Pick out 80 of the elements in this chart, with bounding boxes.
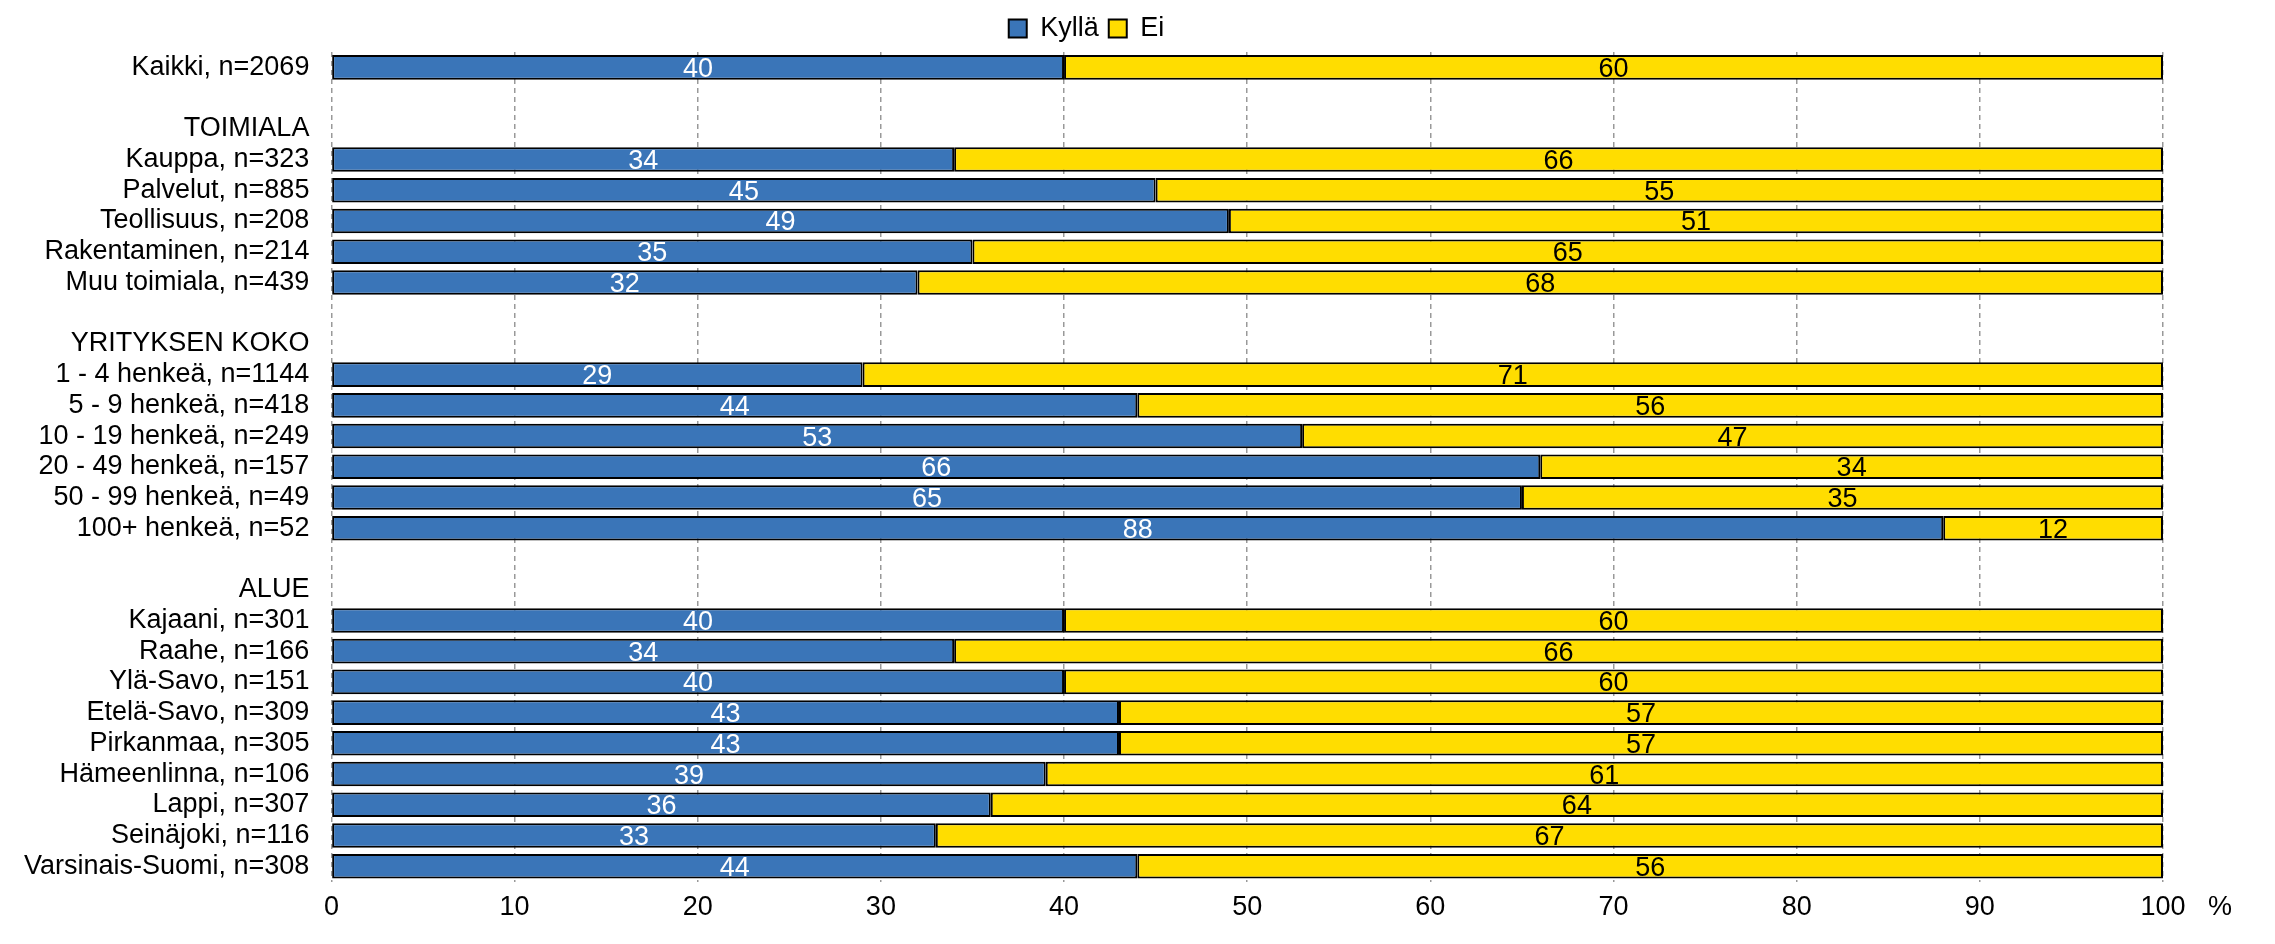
data-label: 60 bbox=[1598, 667, 1629, 698]
y-tick-label: 100+ henkeä, n=52 bbox=[76, 511, 310, 542]
data-label: 56 bbox=[1635, 851, 1666, 882]
y-tick-label: 5 - 9 henkeä, n=418 bbox=[68, 388, 310, 419]
x-tick-label: 20 bbox=[682, 891, 713, 922]
data-label: 53 bbox=[802, 421, 833, 452]
data-label: 65 bbox=[912, 482, 943, 513]
legend-label: Kyllä bbox=[1040, 11, 1100, 42]
data-label: 64 bbox=[1561, 790, 1592, 821]
y-tick-label: ALUE bbox=[238, 573, 310, 604]
data-label: 60 bbox=[1598, 52, 1629, 83]
y-tick-label: Lappi, n=307 bbox=[152, 788, 310, 819]
data-label: 39 bbox=[673, 759, 704, 790]
data-label: 43 bbox=[710, 728, 741, 759]
legend-label: Ei bbox=[1140, 11, 1165, 42]
data-label: 33 bbox=[618, 820, 650, 851]
x-tick-label: 30 bbox=[865, 891, 896, 922]
data-label: 47 bbox=[1717, 421, 1748, 452]
x-tick-label: 100 bbox=[2140, 891, 2186, 922]
x-tick-label: 90 bbox=[1964, 891, 1995, 922]
x-axis-title: % bbox=[2208, 891, 2233, 922]
data-label: 34 bbox=[1836, 452, 1867, 483]
data-label: 40 bbox=[683, 605, 714, 636]
data-label: 12 bbox=[2038, 513, 2069, 544]
y-tick-label: Ylä-Savo, n=151 bbox=[109, 665, 310, 696]
y-tick-label: Raahe, n=166 bbox=[138, 634, 310, 665]
data-label: 66 bbox=[1543, 636, 1574, 667]
y-tick-label: YRITYKSEN KOKO bbox=[70, 327, 310, 358]
data-label: 49 bbox=[765, 206, 796, 237]
data-label: 71 bbox=[1497, 360, 1528, 391]
data-label: 67 bbox=[1534, 820, 1565, 851]
y-tick-label: Hämeenlinna, n=106 bbox=[59, 757, 310, 788]
data-label: 51 bbox=[1680, 206, 1711, 237]
data-label: 34 bbox=[628, 144, 659, 175]
y-tick-label: Muu toimiala, n=439 bbox=[65, 265, 310, 296]
x-tick-label: 70 bbox=[1598, 891, 1629, 922]
x-tick-label: 50 bbox=[1232, 891, 1263, 922]
y-tick-label: Kaikki, n=2069 bbox=[131, 50, 310, 81]
y-tick-label: Palvelut, n=885 bbox=[122, 173, 310, 204]
y-tick-label: Etelä-Savo, n=309 bbox=[86, 696, 310, 727]
data-label: 43 bbox=[710, 698, 741, 729]
y-tick-label: 20 - 49 henkeä, n=157 bbox=[38, 450, 310, 481]
y-tick-label: Varsinais-Suomi, n=308 bbox=[23, 849, 310, 880]
y-tick-label: Kajaani, n=301 bbox=[128, 603, 310, 634]
data-label: 66 bbox=[921, 452, 952, 483]
data-label: 45 bbox=[728, 175, 759, 206]
x-tick-label: 10 bbox=[499, 891, 530, 922]
y-tick-label: Teollisuus, n=208 bbox=[99, 204, 310, 235]
y-tick-label: TOIMIALA bbox=[183, 112, 310, 143]
data-label: 65 bbox=[1552, 237, 1583, 268]
data-label: 57 bbox=[1625, 728, 1657, 759]
data-label: 66 bbox=[1543, 144, 1574, 175]
data-label: 40 bbox=[683, 52, 714, 83]
data-label: 35 bbox=[637, 237, 668, 268]
data-label: 29 bbox=[582, 360, 613, 391]
x-tick-label: 60 bbox=[1415, 891, 1446, 922]
data-label: 35 bbox=[1827, 482, 1858, 513]
y-tick-label: Rakentaminen, n=214 bbox=[44, 235, 310, 266]
y-tick-label: Seinäjoki, n=116 bbox=[110, 818, 310, 849]
data-label: 36 bbox=[646, 790, 677, 821]
data-label: 34 bbox=[628, 636, 659, 667]
data-label: 56 bbox=[1635, 390, 1666, 421]
data-label: 68 bbox=[1525, 267, 1556, 298]
y-tick-label: 1 - 4 henkeä, n=1144 bbox=[55, 358, 310, 389]
data-label: 40 bbox=[683, 667, 714, 698]
x-tick-label: 40 bbox=[1049, 891, 1080, 922]
data-label: 61 bbox=[1589, 759, 1620, 790]
data-label: 44 bbox=[719, 390, 750, 421]
data-label: 60 bbox=[1598, 605, 1629, 636]
data-label: 55 bbox=[1644, 175, 1675, 206]
data-label: 57 bbox=[1625, 698, 1657, 729]
y-tick-label: Kauppa, n=323 bbox=[125, 142, 310, 173]
x-tick-label: 80 bbox=[1781, 891, 1812, 922]
data-label: 44 bbox=[719, 851, 750, 882]
data-label: 88 bbox=[1122, 513, 1153, 544]
y-tick-label: 50 - 99 henkeä, n=49 bbox=[53, 480, 310, 511]
x-tick-label: 0 bbox=[323, 891, 339, 922]
data-label: 32 bbox=[609, 267, 640, 298]
y-tick-label: Pirkanmaa, n=305 bbox=[89, 726, 310, 757]
y-tick-label: 10 - 19 henkeä, n=249 bbox=[38, 419, 310, 450]
